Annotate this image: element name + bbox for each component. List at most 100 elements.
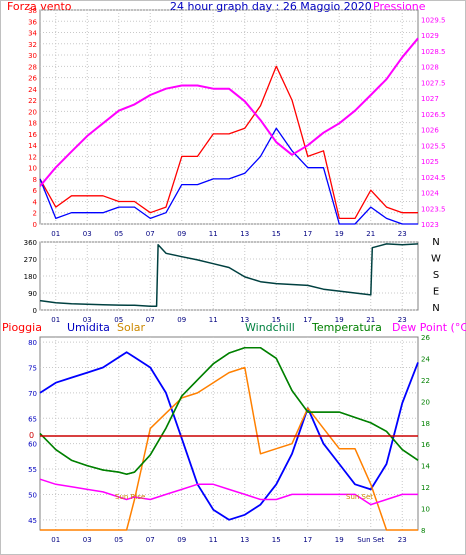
compass-letter: N xyxy=(432,303,439,314)
y-tick-label: 34 xyxy=(28,30,37,38)
y-tick-label: 8 xyxy=(33,176,37,184)
rain-label: Pioggia xyxy=(2,321,42,334)
series-line-0 xyxy=(39,351,419,521)
y-tick-label: 16 xyxy=(28,131,37,139)
x-tick-label: 11 xyxy=(209,536,218,544)
y2-tick-label: 14 xyxy=(421,463,430,471)
y2-tick-label: 1023 xyxy=(421,221,439,229)
x-tick-label: 09 xyxy=(177,230,186,238)
x-tick-label: 23 xyxy=(398,536,407,544)
x-tick-label: 03 xyxy=(83,536,92,544)
y-tick-label: 2 xyxy=(33,210,37,218)
y-tick-label: 80 xyxy=(28,339,37,347)
dew-point-label: Dew Point (°C) xyxy=(392,321,466,334)
x-tick-label: 21 xyxy=(366,230,375,238)
y2-tick-label: 1029 xyxy=(421,32,439,40)
y2-tick-label: 10 xyxy=(421,506,430,514)
y2-tick-label: 1023.5 xyxy=(421,205,446,213)
y-tick-label: 55 xyxy=(28,466,37,474)
x-tick-label: 19 xyxy=(335,536,344,544)
bottom-series xyxy=(39,346,419,531)
sunrise-label: Sun Rise xyxy=(115,493,145,501)
compass-letter: S xyxy=(433,270,439,281)
y-tick-label: 45 xyxy=(28,517,37,525)
x-tick-label: 01 xyxy=(51,316,60,324)
pressure-label: Pressione xyxy=(373,0,426,13)
x-tick-label: 15 xyxy=(272,536,281,544)
y2-tick-label: 16 xyxy=(421,441,430,449)
y2-tick-label: 18 xyxy=(421,420,430,428)
mid-y-axis-ticks: 0 90 180 270 360 xyxy=(24,239,37,315)
x-tick-label: 17 xyxy=(303,230,312,238)
x-tick-label: 15 xyxy=(272,230,281,238)
windchill-label: Windchill xyxy=(245,321,295,334)
bottom-plot-frame xyxy=(39,336,419,531)
y-tick-label: 30 xyxy=(28,52,37,60)
x-tick-label: 03 xyxy=(83,230,92,238)
y2-tick-label: 1029.5 xyxy=(421,16,446,24)
y-tick-label: 0 xyxy=(33,221,37,229)
series-line-0 xyxy=(39,65,418,220)
y-tick-label: 22 xyxy=(28,97,37,105)
series-line-3 xyxy=(39,346,419,475)
y2-tick-label: 1027.5 xyxy=(421,79,446,87)
y2-tick-label: 1024.5 xyxy=(421,174,446,182)
x-tick-label: 11 xyxy=(209,316,218,324)
temp-humidity-panel: Pioggia Umidita Solar Windchill Temperat… xyxy=(2,321,466,544)
mid-series xyxy=(39,243,419,307)
y2-tick-label: 20 xyxy=(421,398,430,406)
top-plot-frame xyxy=(39,9,419,225)
chart-title: 24 hour graph day : 26 Maggio 2020 xyxy=(170,0,372,13)
y-tick-label: 38 xyxy=(28,7,37,15)
y2-tick-label: 24 xyxy=(421,355,430,363)
bottom-right-axis-ticks: 8 10 12 14 16 18 20 22 24 26 xyxy=(421,334,430,535)
y-tick-label: 70 xyxy=(28,390,37,398)
y-tick-label: 12 xyxy=(28,153,37,161)
y2-tick-label: 1025.5 xyxy=(421,142,446,150)
y-tick-label: 50 xyxy=(28,491,37,499)
x-tick-label: 19 xyxy=(335,316,344,324)
y-tick-label: 6 xyxy=(33,187,38,195)
y-tick-label: 75 xyxy=(28,364,37,372)
y-tick-label: 18 xyxy=(28,120,37,128)
x-tick-label: 07 xyxy=(146,230,155,238)
x-tick-label: 05 xyxy=(114,316,123,324)
y-tick-label: 20 xyxy=(28,108,37,116)
x-tick-label: 15 xyxy=(272,316,281,324)
y2-tick-label: 22 xyxy=(421,377,430,385)
x-tick-label: 17 xyxy=(303,316,312,324)
x-tick-label: Sun Set xyxy=(357,536,384,544)
y-tick-label: 14 xyxy=(28,142,37,150)
y-tick-label: 270 xyxy=(24,256,37,264)
y-tick-label: 360 xyxy=(24,239,37,247)
wind-pressure-panel: Forza vento 24 hour graph day : 26 Maggi… xyxy=(7,0,446,238)
y-tick-label: 65 xyxy=(28,415,37,423)
x-tick-label: 23 xyxy=(398,230,407,238)
x-tick-label: 05 xyxy=(114,230,123,238)
y2-tick-label: 1028 xyxy=(421,64,439,72)
y2-tick-label: 26 xyxy=(421,334,430,342)
series-line-1 xyxy=(39,127,418,225)
bottom-x-axis-ticks: 01 03 05 07 09 11 13 15 17 19 Sun Set 23 xyxy=(51,536,406,544)
x-tick-label: 13 xyxy=(240,316,249,324)
humidity-label: Umidita xyxy=(67,321,110,334)
x-tick-label: 23 xyxy=(398,316,407,324)
y2-tick-label: 1026 xyxy=(421,127,439,135)
sunset-label: Sun Set xyxy=(346,493,373,501)
y2-tick-label: 12 xyxy=(421,484,430,492)
compass-letter: E xyxy=(433,287,439,298)
y-tick-label: 32 xyxy=(28,41,37,49)
y2-tick-label: 1024 xyxy=(421,190,439,198)
mid-x-axis-ticks: 01 03 05 07 09 11 13 15 17 19 21 23 xyxy=(51,316,406,324)
x-tick-label: 09 xyxy=(177,536,186,544)
x-tick-label: 05 xyxy=(114,536,123,544)
y2-tick-label: 1028.5 xyxy=(421,48,446,56)
top-series xyxy=(39,37,419,225)
x-tick-label: 21 xyxy=(366,316,375,324)
direction-line-0 xyxy=(39,243,419,307)
x-tick-label: 03 xyxy=(83,316,92,324)
